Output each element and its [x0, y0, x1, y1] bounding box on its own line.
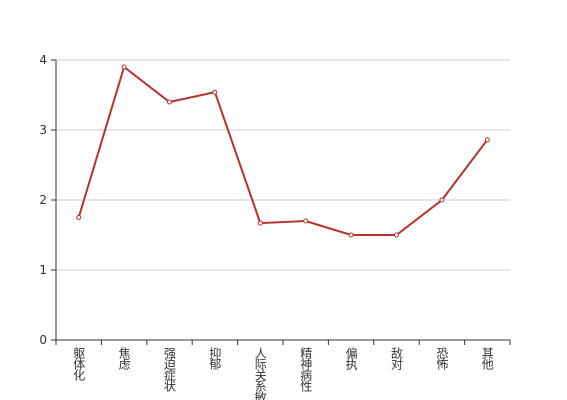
line: [77, 65, 489, 236]
point: [394, 232, 399, 238]
point: [303, 218, 309, 224]
x-tick-label: 抑郁: [208, 346, 222, 371]
x-tick-label: 敌对: [390, 346, 404, 370]
point: [439, 197, 445, 203]
x-tick-label: 焦虑: [117, 347, 131, 370]
point: [167, 99, 172, 105]
x-tick-label: 躯体化: [72, 346, 86, 382]
y-tick-label: 2: [39, 193, 47, 207]
point: [121, 64, 127, 70]
point: [212, 89, 218, 95]
x-tick-label: 精神病性: [299, 347, 313, 393]
y-tick-label: 3: [39, 123, 47, 137]
y-tick-label: 0: [39, 333, 47, 347]
x-tick-label: 偏执: [344, 346, 358, 371]
x-tick-label: 人际关系敏感: [253, 347, 267, 400]
point: [76, 215, 82, 220]
point: [484, 137, 490, 143]
x-tick-label: 恐怖: [435, 347, 449, 370]
x-tick-label: 强迫症状: [163, 347, 177, 392]
x-tick-label: 其他: [480, 347, 494, 370]
y-tick-label: 4: [39, 53, 47, 67]
point: [257, 220, 263, 226]
y-tick-label: 1: [39, 263, 47, 277]
point: [348, 232, 354, 238]
